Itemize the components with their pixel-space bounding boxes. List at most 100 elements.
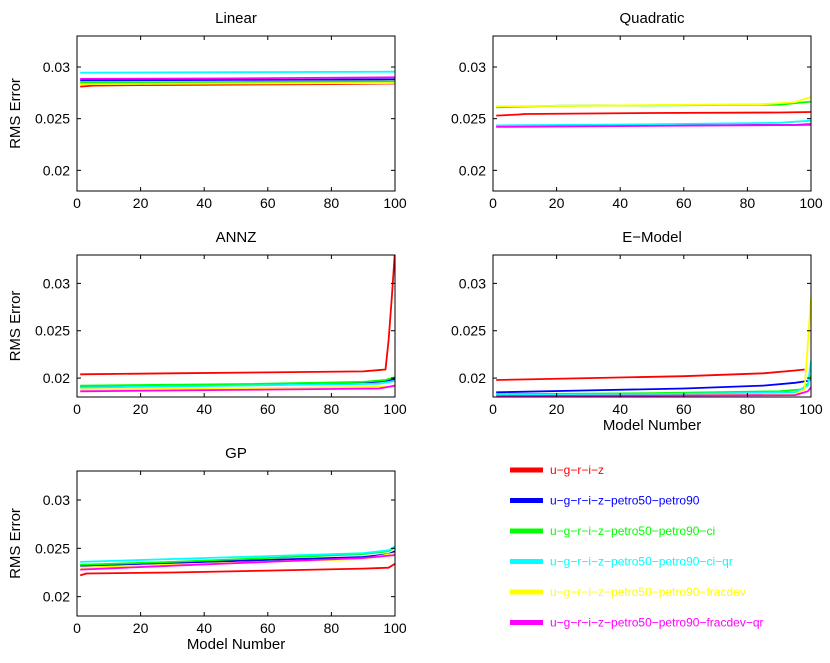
y-tick-label: 0.025: [451, 111, 486, 127]
x-tick-label: 60: [260, 401, 276, 417]
x-tick-label: 80: [740, 195, 756, 211]
panel-2: 0 20 40 60 80 100 0.02 0.025 0.03 Quadratic: [451, 10, 823, 211]
x-tick-label: 0: [489, 401, 497, 417]
x-tick-label: 60: [676, 195, 692, 211]
series-line-1: [496, 111, 811, 117]
axes-box: [76, 254, 396, 398]
panel-title: ANNZ: [216, 229, 257, 246]
series-group: [79, 545, 395, 577]
axes-box: [492, 254, 812, 398]
series-line-6: [80, 384, 395, 393]
panel-title: E−Model: [622, 229, 682, 246]
series-line-4: [496, 360, 811, 396]
series-line-3: [80, 80, 395, 84]
x-tick-label: 100: [383, 195, 407, 211]
legend-label-4: u−g−r−i−z−petro50−petro90−ci−qr: [550, 555, 733, 569]
y-tick-label: 0.03: [459, 275, 486, 291]
series-line-6: [496, 124, 811, 128]
series-group: [80, 255, 395, 393]
x-tick-label: 20: [133, 401, 149, 417]
x-tick-label: 40: [612, 401, 628, 417]
legend-label-6: u−g−r−i−z−petro50−petro90−fracdev−qr: [550, 616, 764, 630]
x-tick-label: 40: [196, 620, 212, 636]
series-group: [496, 297, 811, 397]
plot-area: [77, 255, 395, 397]
series-line-1: [496, 368, 805, 381]
plot-area: [77, 36, 395, 191]
y-tick-label: 0.03: [43, 59, 70, 75]
y-tick-label: 0.03: [43, 275, 70, 291]
panel-4: 0 20 40 60 80 100 0.02 0.025 0.03 E−Model Model Nu…: [451, 229, 823, 434]
legend-label-1: u−g−r−i−z: [550, 463, 604, 477]
x-tick-label: 80: [740, 401, 756, 417]
x-tick-label: 40: [612, 195, 628, 211]
panel-title: Linear: [215, 10, 257, 27]
x-tick-label: 100: [799, 195, 823, 211]
series-line-1: [79, 563, 395, 577]
plot-area: [493, 255, 811, 397]
x-tick-label: 40: [196, 401, 212, 417]
x-tick-label: 80: [324, 195, 340, 211]
x-tick-label: 0: [73, 401, 81, 417]
series-line-2: [80, 78, 395, 82]
panel-title: GP: [225, 445, 247, 462]
y-axis-label: RMS Error: [7, 291, 24, 362]
x-axis-label: Model Number: [187, 636, 285, 653]
x-tick-label: 80: [324, 401, 340, 417]
series-line-3: [80, 376, 395, 387]
panel-5: 0 20 40 60 80 100 0.02 0.025 0.03 GP RMS Error Mode…: [7, 445, 407, 653]
y-tick-label: 0.025: [451, 323, 486, 339]
y-tick-label: 0.03: [459, 59, 486, 75]
plot-area: [77, 471, 395, 616]
y-tick-label: 0.025: [35, 540, 70, 556]
x-tick-label: 20: [549, 195, 565, 211]
y-tick-label: 0.02: [43, 162, 70, 178]
series-group: [80, 70, 395, 88]
y-tick-label: 0.03: [43, 492, 70, 508]
x-tick-label: 20: [133, 195, 149, 211]
x-tick-label: 40: [196, 195, 212, 211]
y-tick-label: 0.025: [35, 323, 70, 339]
series-group: [496, 96, 811, 128]
legend-label-5: u−g−r−i−z−petro50−petro90−fracdev: [550, 585, 746, 599]
y-tick-label: 0.02: [43, 370, 70, 386]
series-line-6: [80, 76, 395, 80]
series-line-5: [80, 82, 395, 85]
x-tick-label: 20: [549, 401, 565, 417]
series-line-4: [496, 119, 811, 127]
axes-box: [76, 35, 396, 192]
x-tick-label: 60: [676, 401, 692, 417]
panel-title: Quadratic: [619, 10, 685, 27]
panel-3: 0 20 40 60 80 100 0.02 0.025 0.03 ANNZ RMS Error: [7, 229, 407, 417]
x-tick-label: 100: [799, 401, 823, 417]
axes-box: [492, 35, 812, 192]
x-tick-label: 60: [260, 195, 276, 211]
panel-1: 0 20 40 60 80 100 0.02 0.025 0.03 Linear RMS Error: [7, 10, 407, 211]
y-tick-label: 0.02: [43, 589, 70, 605]
legend-label-3: u−g−r−i−z−petro50−petro90−ci: [550, 524, 715, 538]
x-tick-label: 0: [489, 195, 497, 211]
x-tick-label: 60: [260, 620, 276, 636]
y-tick-label: 0.02: [459, 370, 486, 386]
y-tick-label: 0.02: [459, 162, 486, 178]
series-line-5: [496, 96, 811, 108]
y-tick-label: 0.025: [35, 111, 70, 127]
axes-box: [76, 470, 396, 617]
series-line-5: [80, 385, 395, 391]
x-tick-label: 100: [383, 401, 407, 417]
legend: u−g−r−i−z u−g−r−i−z−petro50−petro90 u−g−r−…: [510, 463, 764, 630]
x-tick-label: 100: [383, 620, 407, 636]
x-tick-label: 0: [73, 620, 81, 636]
x-axis-label: Model Number: [603, 417, 701, 434]
series-line-4: [80, 70, 395, 74]
x-tick-label: 80: [324, 620, 340, 636]
series-line-6: [80, 554, 395, 571]
y-axis-label: RMS Error: [7, 78, 24, 149]
series-line-1: [80, 255, 395, 376]
series-line-6: [496, 386, 811, 397]
x-tick-label: 20: [133, 620, 149, 636]
x-tick-label: 0: [73, 195, 81, 211]
y-axis-label: RMS Error: [7, 508, 24, 579]
series-line-4: [80, 380, 395, 389]
